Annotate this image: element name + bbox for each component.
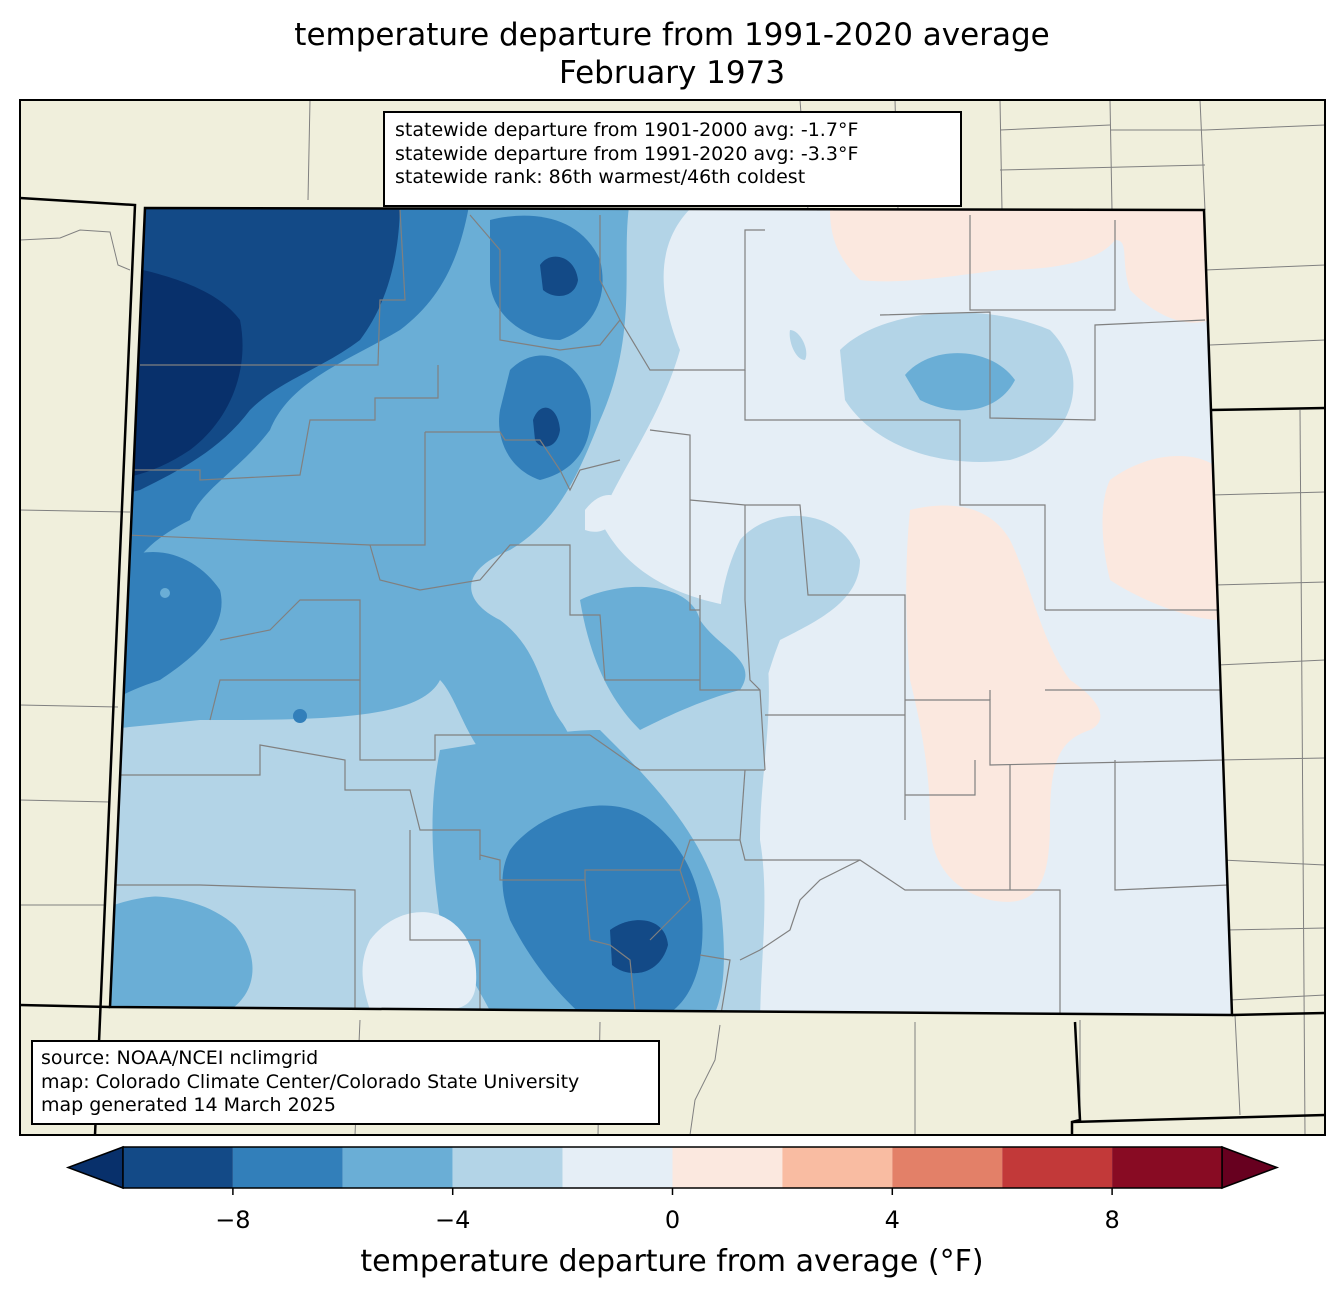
colorbar-bin	[232, 1147, 343, 1188]
colorbar-extend-high	[1221, 1145, 1280, 1190]
statewide-stats-box: statewide departure from 1901-2000 avg: …	[383, 111, 962, 207]
colorbar	[65, 1145, 1280, 1195]
colorbar-bin	[672, 1147, 783, 1188]
stats-line-1991-2020: statewide departure from 1991-2020 avg: …	[395, 142, 859, 165]
map-credit-line: map: Colorado Climate Center/Colorado St…	[41, 1070, 580, 1093]
colorbar-bin	[562, 1147, 673, 1188]
colorbar-bin	[123, 1147, 233, 1188]
stats-line-rank: statewide rank: 86th warmest/46th coldes…	[395, 166, 806, 188]
temperature-contours	[110, 208, 1232, 1015]
stats-line-1901-2000: statewide departure from 1901-2000 avg: …	[395, 119, 859, 141]
colorbar-bin	[1002, 1147, 1113, 1188]
colorbar-bin	[892, 1147, 1003, 1188]
colorbar-tick-label: −4	[434, 1206, 471, 1234]
colorbar-bin	[782, 1147, 893, 1188]
colorbar-extend-low	[65, 1145, 124, 1190]
colorbar-tick-label: 8	[1104, 1206, 1120, 1234]
map-frame	[19, 99, 1326, 1136]
colorbar-tick-label: 4	[884, 1206, 900, 1234]
map-title: temperature departure from 1991-2020 ave…	[294, 17, 1050, 53]
colorbar-tick-label: 0	[664, 1206, 681, 1234]
county-lines	[110, 209, 1229, 1015]
map-subtitle: February 1973	[558, 55, 786, 91]
colorbar-tick-label: −8	[215, 1206, 251, 1234]
colorbar-bin	[452, 1147, 563, 1188]
colorbar-label: temperature departure from average (°F)	[360, 1244, 984, 1279]
colorbar-bin	[1112, 1147, 1222, 1188]
source-line: source: NOAA/NCEI nclimgrid	[41, 1047, 319, 1069]
generated-date-line: map generated 14 March 2025	[41, 1094, 336, 1116]
state-boundaries	[20, 196, 1325, 1135]
source-box: source: NOAA/NCEI nclimgrid map: Colorad…	[31, 1040, 660, 1125]
colorbar-bin	[342, 1147, 453, 1188]
